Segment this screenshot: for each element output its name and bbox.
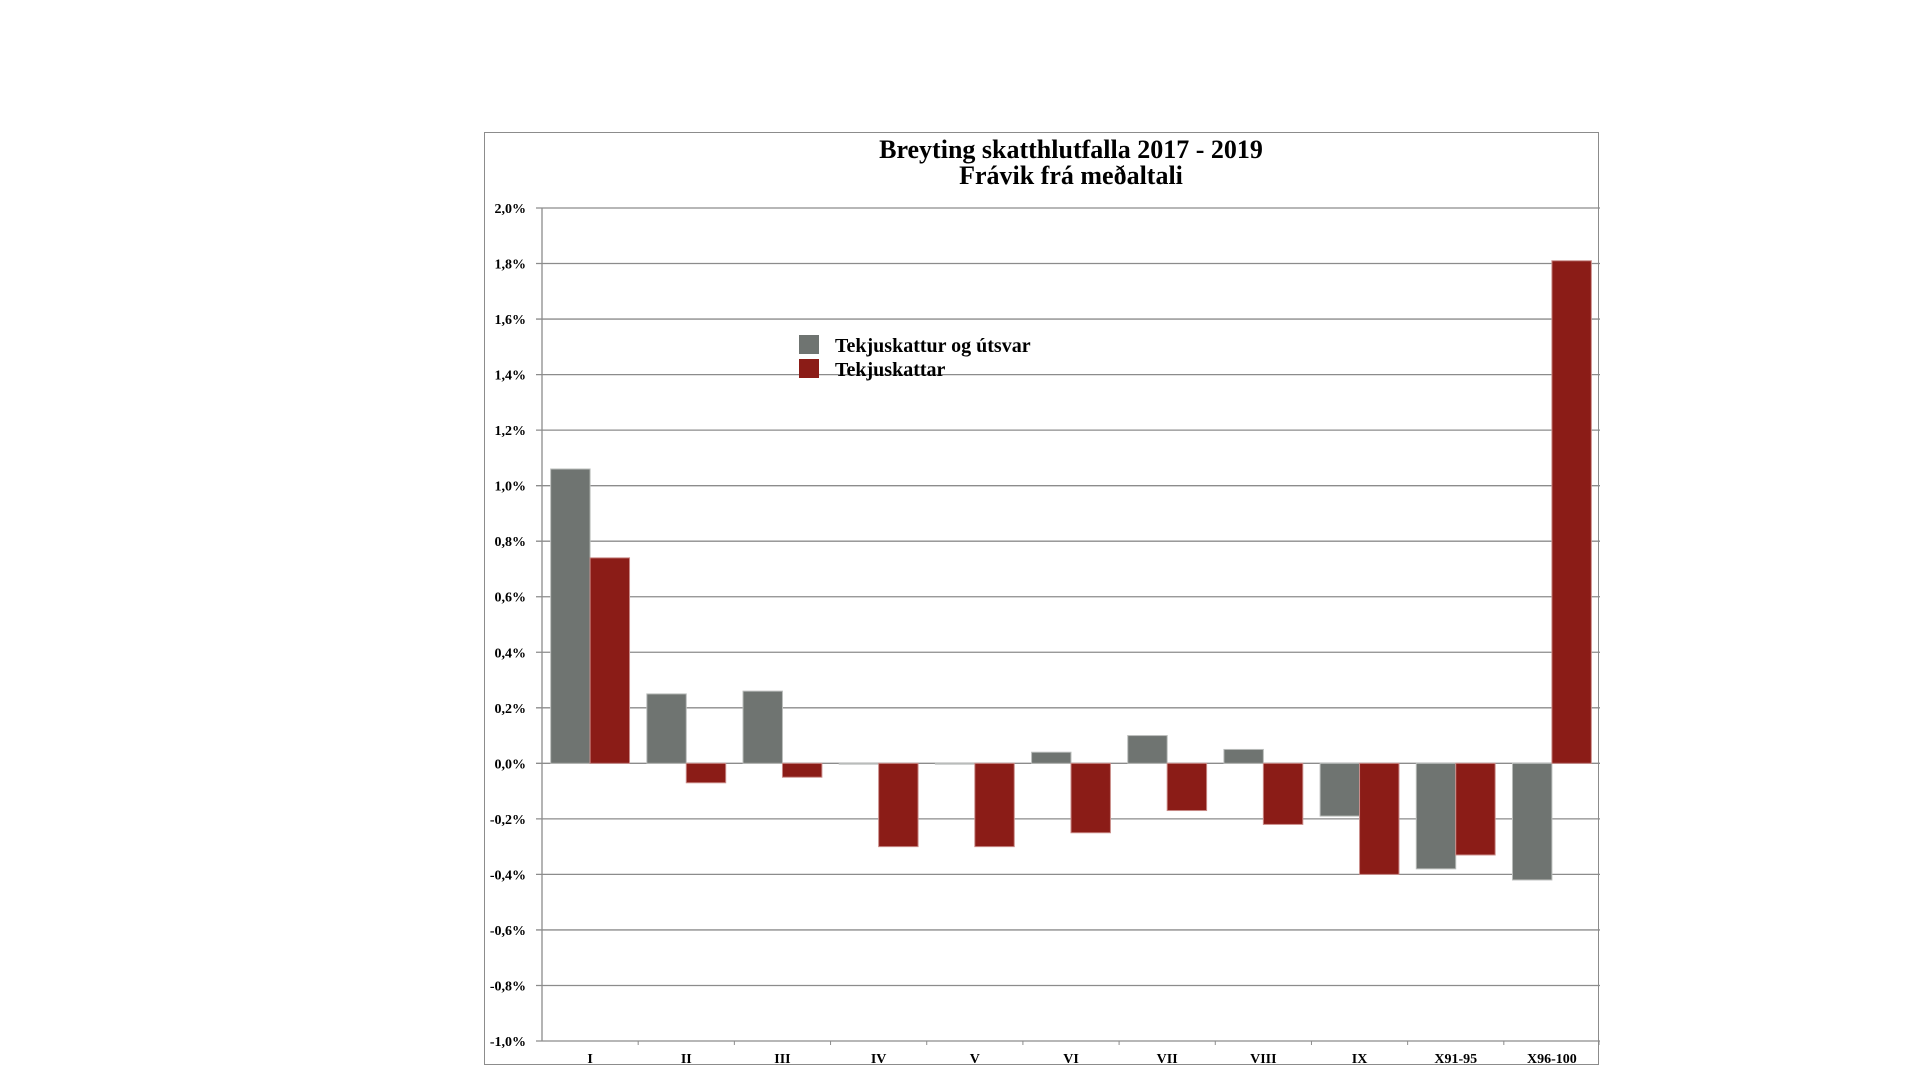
bar-tekjuskattur-og-utsvar-viii [1223,748,1264,764]
bar-tekjuskattur-og-utsvar-v [934,762,976,765]
bar-tekjuskattar-ix [1359,762,1400,875]
chart-frame: Breyting skatthlutfalla 2017 - 2019 Fráv… [484,132,1600,1066]
y-tick-label: -0,6% [490,924,526,939]
x-tick-label: I [587,1052,592,1066]
gridlines [536,207,1600,1042]
chart-title: Breyting skatthlutfalla 2017 - 2019 [879,135,1263,164]
x-tick-label: V [970,1052,980,1066]
bar-tekjuskattur-og-utsvar-vi [1031,751,1072,764]
bar-tekjuskattar-x96-100 [1551,260,1592,764]
bar-tekjuskattur-og-utsvar-i [550,468,591,764]
bar-tekjuskattar-vii [1166,762,1208,812]
chart-subtitle: Frávik frá meðaltali [959,161,1183,190]
bar-tekjuskattur-og-utsvar-vii [1127,735,1168,764]
bar-tekjuskattar-viii [1262,762,1304,825]
legend: Tekjuskattur og útsvar Tekjuskattar [799,335,1031,381]
y-tick-label: 0,2% [495,702,527,717]
x-tick-label: III [774,1052,790,1066]
x-tick-label: VIII [1250,1052,1276,1066]
x-tick-label: IV [871,1052,887,1066]
legend-swatch-tekjuskattur-og-utsvar [799,335,819,354]
y-tick-label: 0,8% [495,535,527,550]
axes [541,208,1600,1045]
x-tick-label: X96-100 [1527,1052,1577,1066]
y-tick-label: 1,2% [495,424,527,439]
legend-label-tekjuskattur-og-utsvar: Tekjuskattur og útsvar [835,335,1031,357]
bar-tekjuskattur-og-utsvar-x96-100 [1511,762,1553,881]
x-tick-label: X91-95 [1434,1052,1477,1066]
legend-swatch-tekjuskattar [799,359,819,378]
bar-tekjuskattur-og-utsvar-ii [646,693,687,764]
bar-tekjuskattar-vi [1070,762,1111,834]
bar-tekjuskattar-iv [878,762,919,848]
bar-tekjuskattar-iii [781,762,823,778]
bar-tekjuskattar-v [974,762,1015,848]
legend-label-tekjuskattar: Tekjuskattar [835,359,946,381]
y-tick-label: -0,4% [490,868,526,883]
bar-tekjuskattur-og-utsvar-ix [1319,762,1361,817]
y-tick-label: 0,6% [495,591,527,606]
bar-chart: Breyting skatthlutfalla 2017 - 2019 Fráv… [490,135,1600,1066]
bar-tekjuskattur-og-utsvar-iv [838,762,880,765]
y-tick-label: 0,0% [495,757,527,772]
y-tick-label: -1,0% [490,1035,526,1050]
y-axis-ticks: -1,0% -0,8% -0,6% -0,4% -0,2% 0,0% 0,2% 0,4% 0,6… [490,202,526,1050]
y-tick-label: 1,8% [495,258,527,273]
bar-tekjuskattar-x91-95 [1455,762,1496,856]
bars [550,260,1592,881]
y-tick-label: 2,0% [495,202,527,217]
x-tick-label: VII [1157,1052,1178,1066]
x-tick-label: II [681,1052,692,1066]
y-tick-label: 0,4% [495,646,527,661]
y-tick-label: -0,2% [490,813,526,828]
y-tick-label: 1,4% [495,369,527,384]
x-tick-label: VI [1063,1052,1079,1066]
bar-tekjuskattur-og-utsvar-x91-95 [1415,762,1457,870]
y-tick-label: -0,8% [490,979,526,994]
bar-tekjuskattur-og-utsvar-iii [742,690,783,764]
x-tick-label: IX [1352,1052,1368,1066]
bar-tekjuskattar-i [589,557,631,764]
bar-tekjuskattar-ii [685,762,727,784]
y-tick-label: 1,6% [495,313,527,328]
x-axis-ticks: I II III IV V VI VII VIII IX X91-95 X96-100 [587,1052,1576,1066]
y-tick-label: 1,0% [495,480,527,495]
